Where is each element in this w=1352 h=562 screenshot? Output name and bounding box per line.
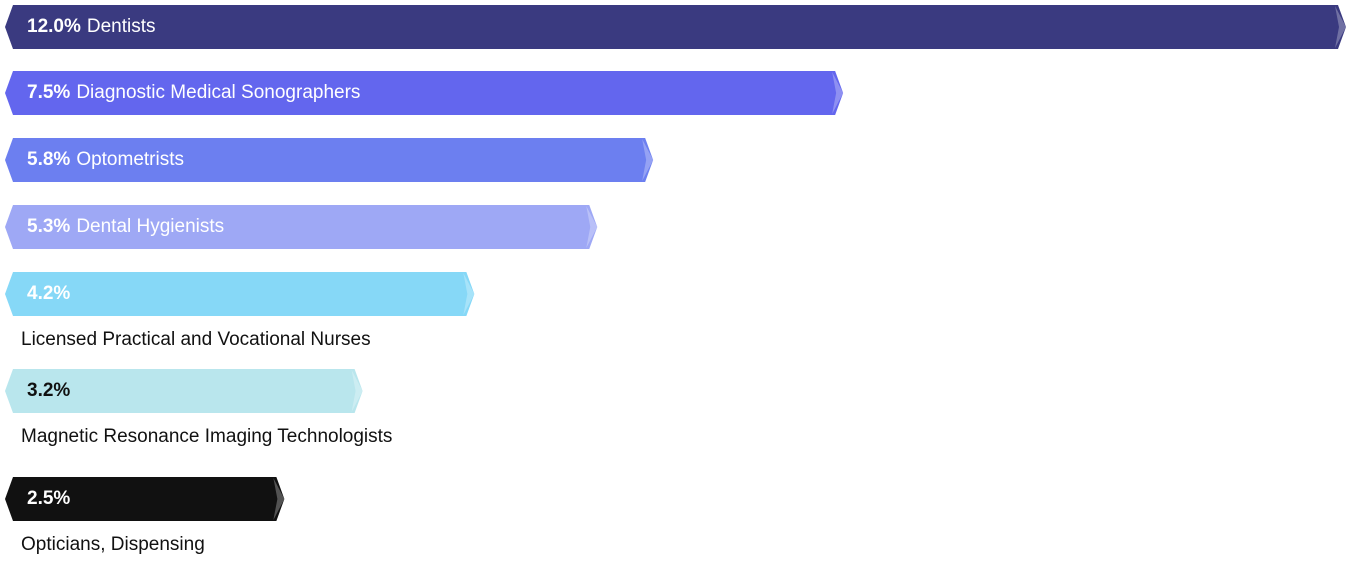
bar-value-label: 3.2% — [27, 380, 70, 401]
bar-category-label: Opticians, Dispensing — [21, 534, 205, 556]
bar-label: 2.5% — [27, 488, 76, 510]
bar-category-label: Optometrists — [76, 149, 184, 170]
bar-value-label: 7.5% — [27, 82, 70, 103]
bar-category-label: Magnetic Resonance Imaging Technologists — [21, 426, 392, 448]
bar-value-label: 5.3% — [27, 216, 70, 237]
bar-value-label: 4.2% — [27, 283, 70, 304]
bar-category-label: Licensed Practical and Vocational Nurses — [21, 329, 371, 351]
bar-value-label: 2.5% — [27, 488, 70, 509]
bar-label: 7.5% Diagnostic Medical Sonographers — [27, 82, 360, 104]
bar-value-label: 5.8% — [27, 149, 70, 170]
bar-value-label: 12.0% — [27, 16, 81, 37]
bar-label: 3.2% — [27, 380, 76, 402]
bar-category-label: Diagnostic Medical Sonographers — [76, 82, 360, 103]
bar — [5, 5, 1346, 49]
bar-category-label: Dental Hygienists — [76, 216, 224, 237]
bar-label: 12.0% Dentists — [27, 16, 156, 38]
bar-label: 5.8% Optometrists — [27, 149, 184, 171]
bar-label: 4.2% — [27, 283, 76, 305]
bar-category-label: Dentists — [87, 16, 156, 37]
bar-label: 5.3% Dental Hygienists — [27, 216, 224, 238]
